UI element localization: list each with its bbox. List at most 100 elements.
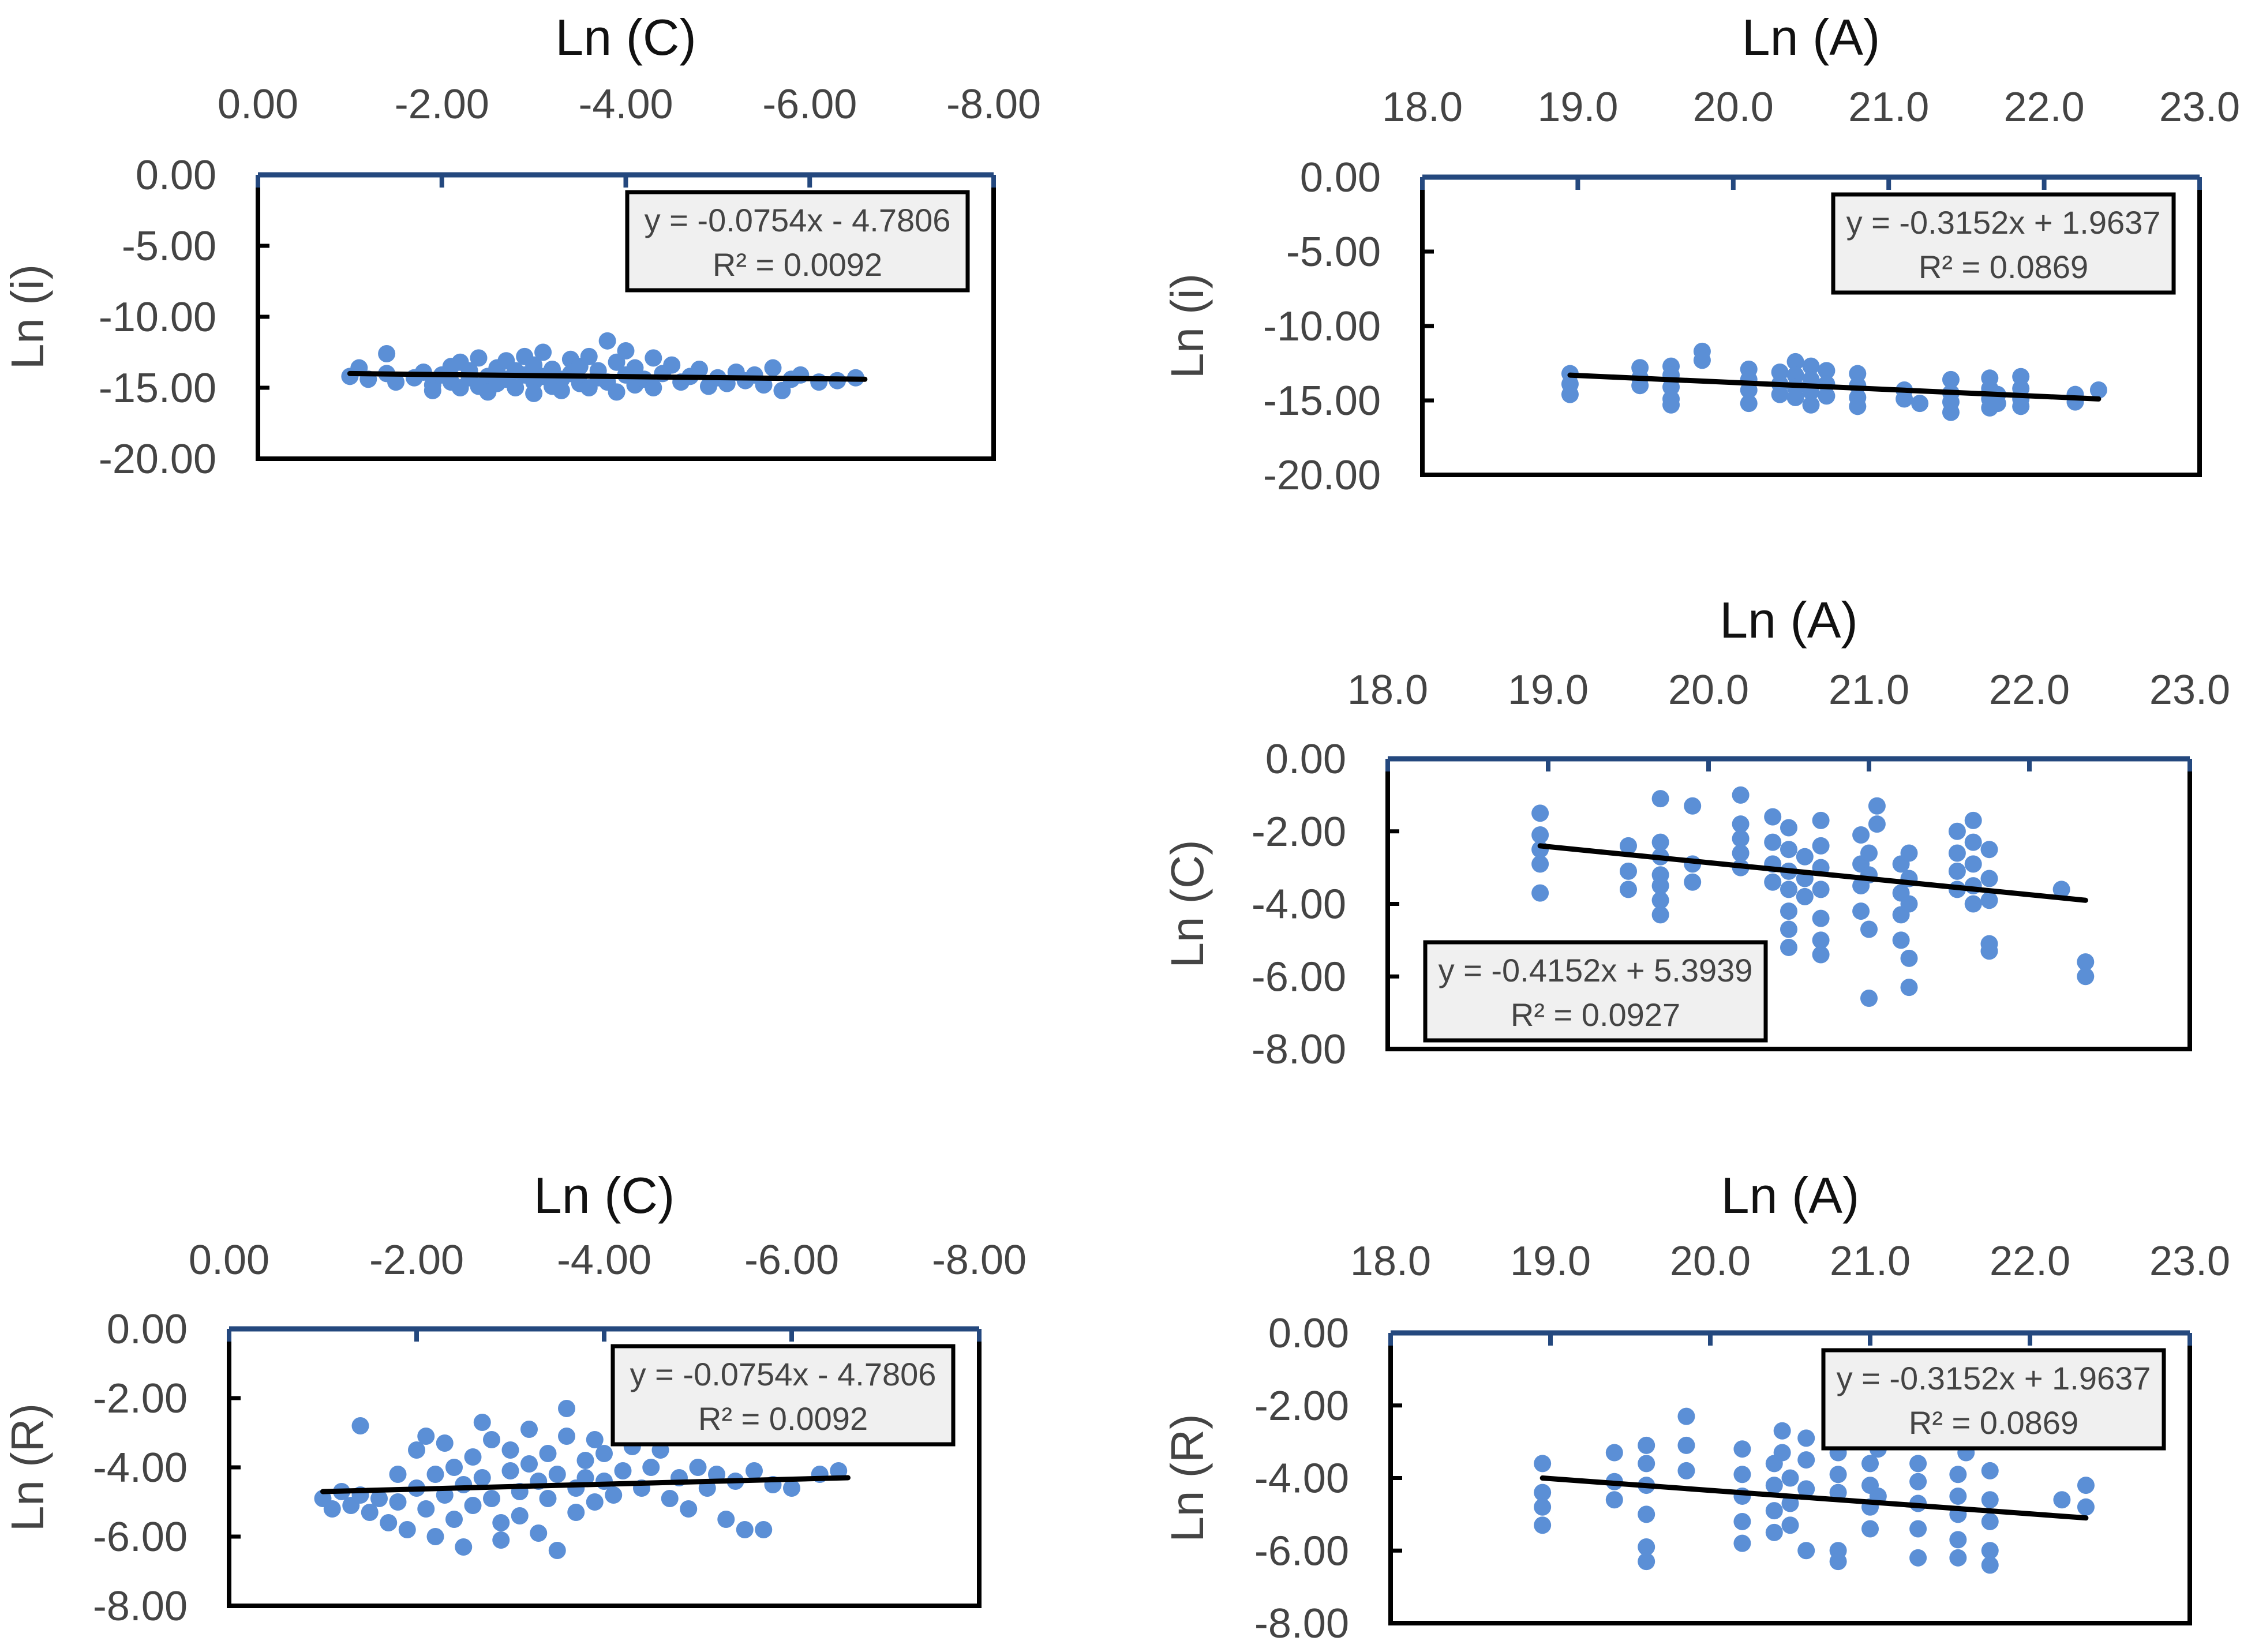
- data-point: [1981, 1491, 1999, 1509]
- data-point: [464, 1497, 482, 1514]
- data-point: [1802, 357, 1820, 375]
- data-point: [1605, 1491, 1623, 1509]
- data-point: [689, 1459, 707, 1476]
- data-point: [717, 1511, 735, 1528]
- data-point: [1909, 1520, 1927, 1538]
- data-point: [1980, 841, 1998, 859]
- data-point: [1631, 377, 1649, 395]
- data-point: [608, 383, 625, 401]
- data-point: [1949, 1466, 1967, 1484]
- r-squared-label: R² = 0.0869: [1919, 249, 2088, 285]
- data-point: [1852, 826, 1870, 844]
- data-point: [1942, 403, 1960, 421]
- data-point: [501, 1441, 519, 1459]
- data-point: [1764, 808, 1782, 826]
- data-point: [507, 379, 525, 396]
- y-tick-label: -10.00: [99, 294, 216, 340]
- data-point: [530, 1524, 548, 1542]
- data-point: [1868, 815, 1886, 833]
- data-point: [539, 1490, 557, 1507]
- data-point: [380, 1514, 398, 1531]
- data-point: [1693, 351, 1711, 369]
- x-axis-title: Ln (A): [1742, 9, 1881, 66]
- data-point: [2053, 1491, 2071, 1509]
- data-point: [1964, 895, 1982, 913]
- data-point: [1780, 902, 1797, 920]
- data-point: [1900, 979, 1918, 997]
- x-tick-label: 0.00: [189, 1237, 269, 1283]
- data-point: [586, 1431, 604, 1448]
- data-point: [1949, 1531, 1967, 1549]
- data-point: [1732, 815, 1750, 833]
- data-point: [595, 1445, 613, 1462]
- data-point: [576, 1452, 594, 1469]
- trendline: [1537, 843, 2088, 903]
- data-point: [436, 1434, 454, 1452]
- trendline: [320, 1475, 851, 1494]
- data-point: [642, 1459, 660, 1476]
- data-point: [520, 1455, 538, 1473]
- data-point: [1780, 920, 1797, 938]
- data-point: [323, 1500, 341, 1518]
- data-point: [455, 1538, 473, 1556]
- data-point: [1812, 946, 1830, 964]
- y-tick-label: -2.00: [1252, 809, 1346, 855]
- x-tick-label: 20.0: [1670, 1238, 1751, 1284]
- data-point: [580, 347, 598, 365]
- trendline-equation: y = -0.3152x + 1.9637: [1837, 1360, 2151, 1396]
- data-point: [1964, 855, 1982, 873]
- data-point: [1786, 366, 1804, 384]
- data-point: [680, 1500, 698, 1518]
- data-point: [1651, 790, 1669, 808]
- data-point: [2077, 968, 2095, 986]
- data-point: [1812, 811, 1830, 829]
- y-tick-label: -4.00: [1252, 882, 1346, 928]
- chart-lnA_vs_lni: 18.0 19.0 20.0 21.0 22.0 23.0 0.00 -5.00 -10.00 -…: [1162, 9, 2240, 499]
- x-tick-label: 23.0: [2149, 1238, 2230, 1284]
- equation-box: [625, 190, 970, 293]
- trendline: [1539, 1475, 2089, 1521]
- data-point: [548, 1466, 566, 1483]
- y-tick-label: -6.00: [1254, 1528, 1349, 1574]
- data-point: [1781, 1469, 1799, 1487]
- data-point: [1531, 804, 1549, 822]
- data-point: [408, 1441, 425, 1459]
- data-point: [1732, 844, 1750, 862]
- data-point: [417, 1428, 435, 1445]
- y-axis-title: Ln (i): [2, 264, 53, 369]
- data-point: [1651, 833, 1669, 851]
- x-axis-title: Ln (C): [534, 1167, 675, 1224]
- trendline-equation: y = -0.0754x - 4.7806: [645, 202, 951, 238]
- x-tick-label: 19.0: [1537, 84, 1618, 130]
- data-point: [558, 1428, 575, 1445]
- data-point: [426, 1528, 444, 1545]
- data-point: [370, 1490, 388, 1507]
- data-point: [1964, 833, 1982, 851]
- data-point: [1981, 1556, 1999, 1574]
- data-point: [645, 379, 662, 396]
- data-point: [1781, 1516, 1799, 1534]
- data-point: [1764, 873, 1782, 891]
- data-point: [1812, 881, 1830, 898]
- data-point: [810, 373, 828, 391]
- data-point: [1812, 837, 1830, 855]
- data-point: [1561, 385, 1579, 403]
- data-point: [351, 1417, 369, 1434]
- y-tick-label: -15.00: [1263, 378, 1381, 424]
- data-point: [483, 1490, 500, 1507]
- x-tick-label: -6.00: [744, 1237, 839, 1283]
- data-point: [2077, 1498, 2095, 1516]
- trendline: [1567, 372, 2102, 402]
- data-point: [567, 1504, 585, 1521]
- data-point: [764, 359, 782, 377]
- data-point: [1849, 398, 1867, 415]
- chart-lnA_vs_lnC: 18.0 19.0 20.0 21.0 22.0 23.0 0.00 -2.00 -4.00 -6…: [1162, 591, 2230, 1073]
- x-tick-label: 18.0: [1350, 1238, 1431, 1284]
- data-point: [1802, 396, 1820, 414]
- data-point: [525, 384, 543, 402]
- data-point: [501, 1462, 519, 1479]
- data-point: [1531, 855, 1549, 873]
- data-point: [1765, 1502, 1783, 1520]
- data-point: [2077, 1477, 2095, 1494]
